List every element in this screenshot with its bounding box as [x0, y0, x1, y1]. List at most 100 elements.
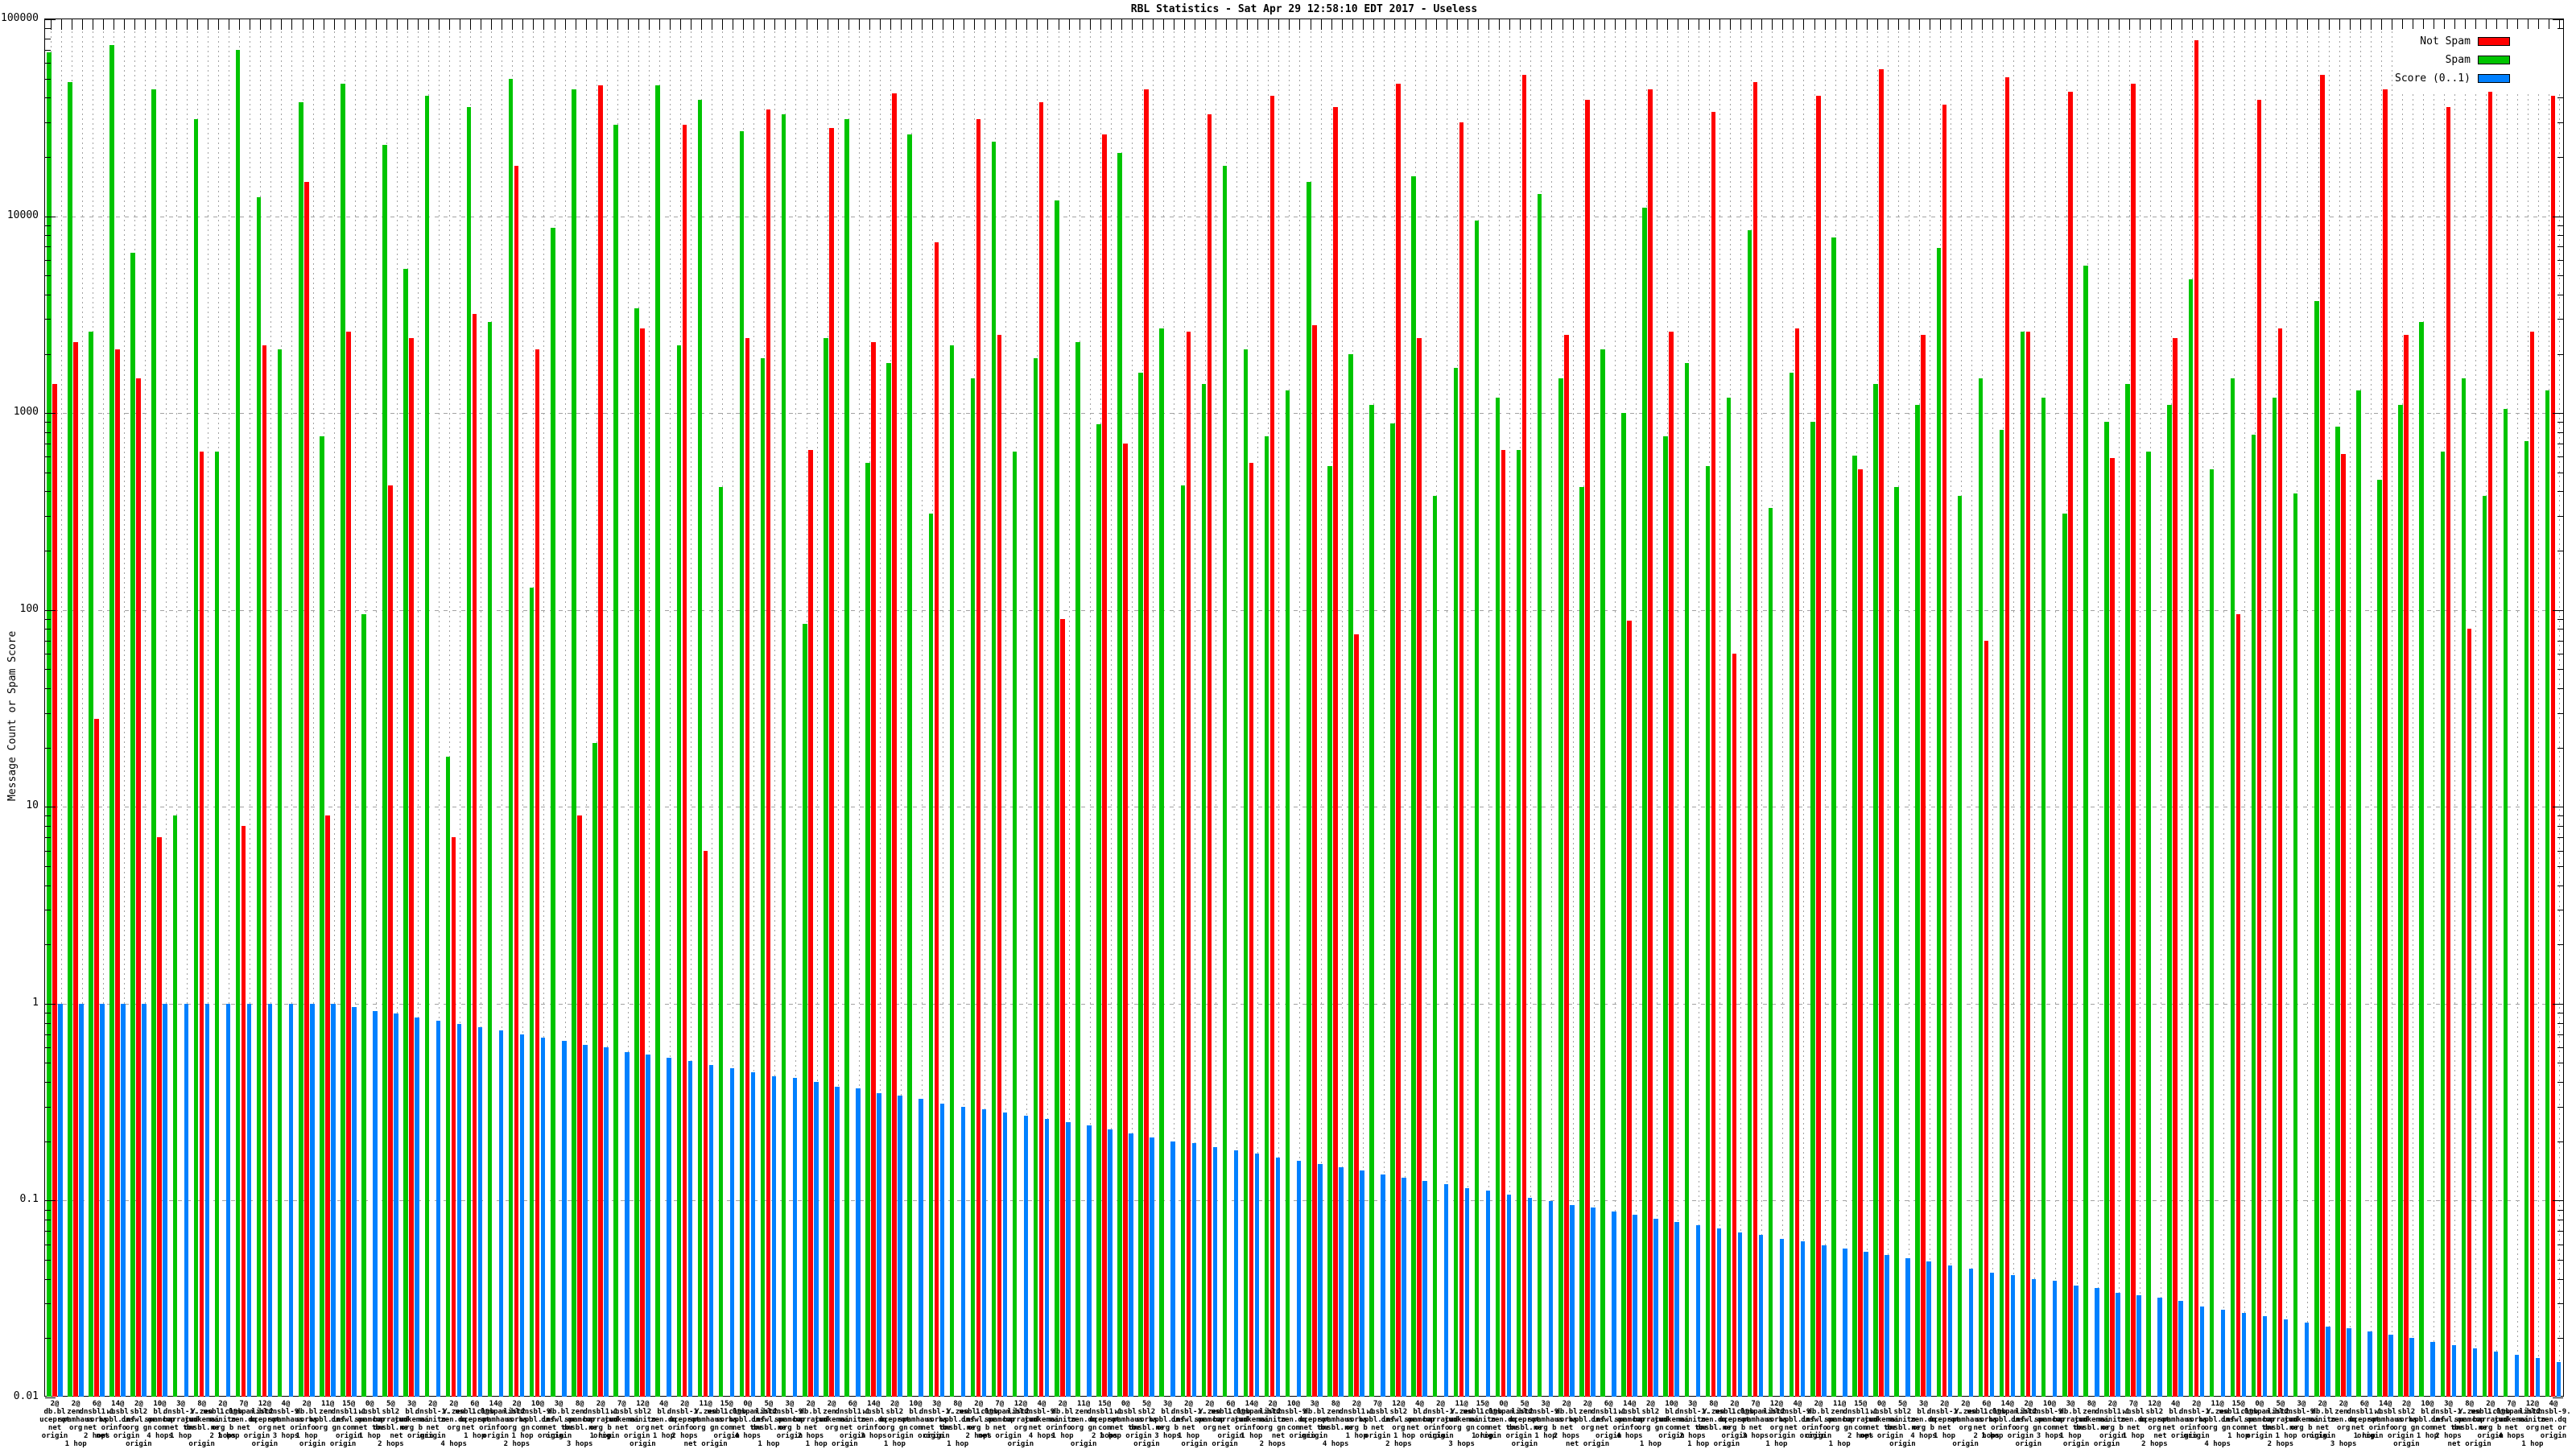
bar-spam — [2377, 479, 2382, 1397]
x-tick-label: 0@ — [743, 1400, 753, 1408]
x-tick-label: 5@ — [764, 1400, 774, 1408]
grid-line-vertical — [2076, 31, 2078, 1397]
x-tick-label: dnswl.or — [2221, 1416, 2256, 1424]
x-tick-label: net — [993, 1424, 1006, 1432]
x-tick-label: origin — [923, 1432, 950, 1440]
x-tick-label: org — [1013, 1424, 1028, 1432]
x-tick-label: zen.dq — [650, 1416, 677, 1424]
x-tick-label: zen. — [1831, 1408, 1848, 1416]
x-tick-label: Y.zen — [443, 1408, 465, 1416]
x-axis-tick-top — [2087, 19, 2088, 30]
bar-score — [2430, 1341, 2435, 1397]
x-tick-label: origin — [630, 1440, 656, 1448]
x-axis-tick-top — [439, 19, 440, 30]
bar-spam — [2482, 495, 2487, 1397]
bar-spam — [403, 269, 408, 1397]
x-tick-label: zen. — [2334, 1408, 2352, 1416]
x-tick-label: list2. — [1511, 1408, 1538, 1416]
bar-not-spam — [1144, 89, 1149, 1397]
x-axis-tick-top — [995, 19, 997, 30]
x-tick-label: 1 hop — [589, 1432, 612, 1440]
bar-not-spam — [514, 166, 519, 1397]
bar-spam — [718, 487, 724, 1397]
bar-score — [939, 1104, 944, 1397]
x-axis-tick-top — [165, 19, 167, 30]
x-axis-tick-top — [1645, 19, 1647, 30]
bar-spam — [1453, 367, 1459, 1397]
x-tick-label: net or — [2162, 1424, 2189, 1432]
bar-score — [1066, 1122, 1071, 1397]
x-tick-label: info — [2187, 1424, 2206, 1432]
y-axis-tick-minor — [45, 944, 51, 946]
x-tick-label: 2 hops — [378, 1440, 404, 1448]
x-axis-tick-top — [1152, 19, 1154, 30]
x-axis-tick-top — [1320, 19, 1322, 30]
x-tick-label: sorbs — [716, 1416, 738, 1424]
x-tick-label: junkemai — [1024, 1416, 1059, 1424]
x-tick-label: spamcop — [2033, 1416, 2065, 1424]
x-tick-label: dnsbl.ne — [2074, 1424, 2109, 1432]
bar-not-spam — [1669, 331, 1674, 1397]
x-tick-label: origin — [839, 1432, 866, 1440]
x-axis-tick-top — [2202, 19, 2204, 30]
x-axis-tick-top — [1982, 19, 1984, 30]
x-axis-tick-top — [837, 19, 839, 30]
x-axis-tick-top — [1047, 19, 1049, 30]
x-axis-tick-top — [932, 19, 934, 30]
grid-line-vertical — [291, 31, 293, 1397]
bar-score — [792, 1077, 798, 1397]
x-tick-label: 10@ — [1665, 1400, 1678, 1408]
x-tick-label: manitu — [419, 1416, 446, 1424]
chart-title: RBL Statistics - Sat Apr 29 12:58:10 EDT… — [1130, 3, 1478, 15]
bar-spam — [1537, 193, 1542, 1397]
bar-score — [2451, 1344, 2456, 1397]
bar-spam — [2440, 451, 2445, 1397]
grid-line-vertical — [837, 31, 839, 1397]
x-tick-label: bl. — [909, 1408, 923, 1416]
x-tick-label: 4 hops — [734, 1432, 762, 1440]
x-tick-label: spamhaus — [2157, 1416, 2194, 1424]
bar-not-spam — [2068, 91, 2073, 1397]
x-tick-label: 2@ — [512, 1400, 522, 1408]
x-tick-label: 11@ — [320, 1400, 335, 1408]
grid-line-vertical — [1110, 31, 1112, 1397]
x-tick-label: info — [1431, 1424, 1450, 1432]
bar-score — [394, 1013, 398, 1397]
x-axis-tick-top — [187, 19, 188, 30]
grid-line-vertical — [102, 31, 104, 1397]
x-tick-label: 2 hops — [1385, 1440, 1412, 1448]
x-tick-label: info — [109, 1424, 127, 1432]
y-axis-tick-minor — [2557, 1260, 2563, 1261]
x-tick-label: junkemai — [2074, 1416, 2109, 1424]
x-tick-label: 1 hop — [947, 1440, 969, 1448]
x-tick-label: origin — [1301, 1432, 1328, 1440]
x-axis-tick-top — [1971, 19, 1973, 30]
bar-spam — [256, 196, 262, 1397]
y-axis-tick-major — [2553, 19, 2563, 20]
x-axis-tick-top — [1814, 19, 1815, 30]
x-tick-label: org gn — [503, 1424, 530, 1432]
x-tick-label: usbl.club — [2219, 1408, 2259, 1416]
y-axis-tick-minor — [45, 1047, 51, 1049]
x-tick-label: 10@ — [153, 1400, 167, 1408]
legend-entry-spam: Spam — [2395, 51, 2510, 69]
x-tick-label: wnsbl — [610, 1408, 633, 1416]
x-tick-label: 2 hops — [2435, 1432, 2462, 1440]
x-tick-label: 6@ — [470, 1400, 480, 1408]
x-tick-label: 2@ — [1814, 1400, 1823, 1408]
x-axis-tick-top — [1509, 19, 1511, 30]
x-tick-label: zen.dq — [861, 1416, 887, 1424]
grid-line-vertical — [1068, 31, 1070, 1397]
bar-score — [2074, 1286, 2079, 1397]
y-axis-tick-minor — [45, 97, 51, 99]
x-tick-label: info — [298, 1424, 316, 1432]
x-tick-label: spamhaus — [268, 1416, 303, 1424]
x-tick-label: net — [47, 1424, 62, 1432]
x-axis-tick-top — [2265, 19, 2267, 30]
bar-not-spam — [1249, 462, 1254, 1397]
bar-spam — [2020, 331, 2025, 1397]
x-axis-tick-top — [1162, 19, 1164, 30]
x-axis-tick-top — [1331, 19, 1332, 30]
x-tick-label: zen.dq — [1070, 1416, 1097, 1424]
